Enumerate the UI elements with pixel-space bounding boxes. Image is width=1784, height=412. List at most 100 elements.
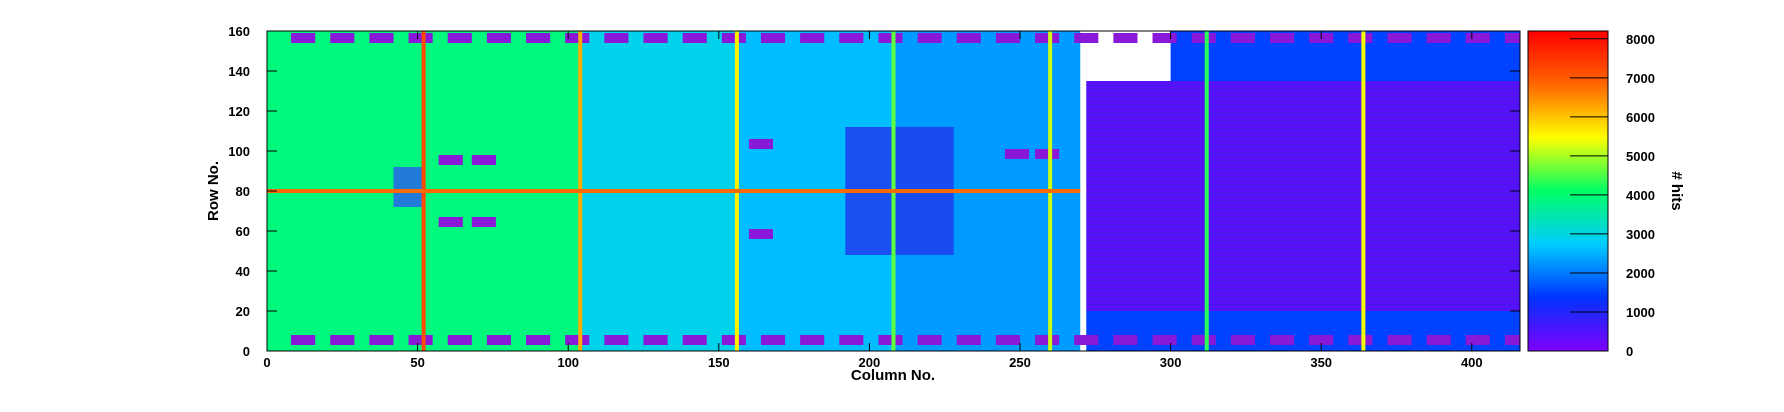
colorbar-tick-label: 2000 [1626, 266, 1655, 281]
pad-cluster [438, 217, 463, 227]
y-tick-label: 0 [243, 344, 250, 359]
bond-pad [291, 335, 316, 345]
pad-cluster [471, 155, 496, 165]
pad-cluster [1035, 149, 1060, 159]
colorbar-tick-label: 6000 [1626, 110, 1655, 125]
x-tick-label: 200 [859, 355, 881, 370]
colorbar-tick-label: 0 [1626, 344, 1633, 359]
x-axis: 0 50 100 150 200 250 300 350 400 [263, 31, 1483, 370]
bond-pad [878, 33, 903, 43]
y-tick-label: 140 [228, 64, 250, 79]
x-axis-title: Column No. [851, 367, 935, 384]
bond-pad [369, 335, 394, 345]
colorbar-tick-label: 1000 [1626, 305, 1655, 320]
bond-pad [1426, 335, 1451, 345]
bond-pad [1035, 335, 1060, 345]
x-tick-label: 50 [410, 355, 424, 370]
x-tick-label: 0 [263, 355, 270, 370]
bond-pad [1465, 335, 1490, 345]
bond-pad [408, 335, 433, 345]
y-tick-label: 160 [228, 24, 250, 39]
bond-pad [878, 335, 903, 345]
x-tick-label: 150 [708, 355, 730, 370]
heatmap-region [1086, 311, 1520, 351]
bond-pad [1191, 33, 1216, 43]
pad-cluster [1004, 149, 1030, 159]
bond-pad [565, 33, 590, 43]
bond-pad [760, 33, 786, 43]
bond-pad [956, 33, 981, 43]
bond-pad [1348, 33, 1373, 43]
x-tick-label: 100 [557, 355, 579, 370]
bond-pad [721, 33, 746, 43]
y-tick-label: 60 [236, 224, 250, 239]
y-tick-label: 80 [236, 184, 250, 199]
bond-pad [1504, 33, 1520, 43]
pad-cluster [438, 155, 463, 165]
colorbar-frame [1527, 30, 1609, 352]
hot-column [1361, 31, 1366, 351]
bond-pad [447, 33, 472, 43]
bond-pad [1270, 33, 1295, 43]
bond-pad [1309, 335, 1334, 345]
bond-pad [917, 335, 942, 345]
bond-pad [800, 33, 825, 43]
bond-pad [1152, 33, 1177, 43]
bond-pad [604, 335, 629, 345]
bond-pad [760, 335, 786, 345]
bond-pad [526, 33, 551, 43]
bond-pad [682, 335, 707, 345]
x-tick-label: 250 [1009, 355, 1031, 370]
bond-pad [1270, 335, 1295, 345]
bond-pad [330, 335, 355, 345]
bond-pad [1074, 33, 1099, 43]
bond-pad [1035, 33, 1060, 43]
hot-column [1204, 31, 1209, 351]
y-axis: 0 20 40 60 80 100 120 140 160 [228, 24, 1520, 359]
bond-pad [1113, 33, 1138, 43]
x-tick-label: 300 [1160, 355, 1182, 370]
y-axis-title: Row No. [205, 161, 222, 221]
y-tick-label: 100 [228, 144, 250, 159]
bond-pad [1465, 33, 1490, 43]
colorbar-tick-label: 3000 [1626, 227, 1655, 242]
y-tick-label: 20 [236, 304, 250, 319]
bond-pad [1387, 335, 1412, 345]
bond-pad [486, 33, 511, 43]
bond-pad [486, 335, 511, 345]
bond-pad [1504, 335, 1520, 345]
bond-pad [408, 33, 433, 43]
pad-cluster [748, 229, 774, 239]
colorbar-tick-label: 7000 [1626, 71, 1655, 86]
colorbar-tick-label: 5000 [1626, 149, 1655, 164]
bond-pad [1152, 335, 1177, 345]
bond-pad [839, 335, 864, 345]
hot-lines [267, 31, 1366, 351]
bond-pad [565, 335, 590, 345]
bond-pad [956, 335, 981, 345]
hot-row [267, 189, 1081, 193]
bond-pad [1426, 33, 1451, 43]
bond-pad [1387, 33, 1412, 43]
bond-pad [1230, 33, 1255, 43]
bond-pad [839, 33, 864, 43]
heatmap-region [1170, 31, 1520, 81]
bond-pad [1074, 335, 1099, 345]
pad-cluster [471, 217, 496, 227]
bond-pad [995, 33, 1021, 43]
colorbar-axis: 0 1000 2000 3000 4000 5000 6000 7000 8000 [1527, 30, 1655, 359]
bond-pad [330, 33, 355, 43]
bond-pad [643, 33, 668, 43]
y-tick-label: 120 [228, 104, 250, 119]
bond-pad [1348, 335, 1373, 345]
colorbar [1528, 31, 1608, 351]
bond-pad [995, 335, 1021, 345]
bond-pad [291, 33, 316, 43]
bond-pad [800, 335, 825, 345]
colorbar-tick-label: 4000 [1626, 188, 1655, 203]
bond-pad [1230, 335, 1255, 345]
bond-pad [917, 33, 942, 43]
bond-pad [369, 33, 394, 43]
bond-pad [447, 335, 472, 345]
